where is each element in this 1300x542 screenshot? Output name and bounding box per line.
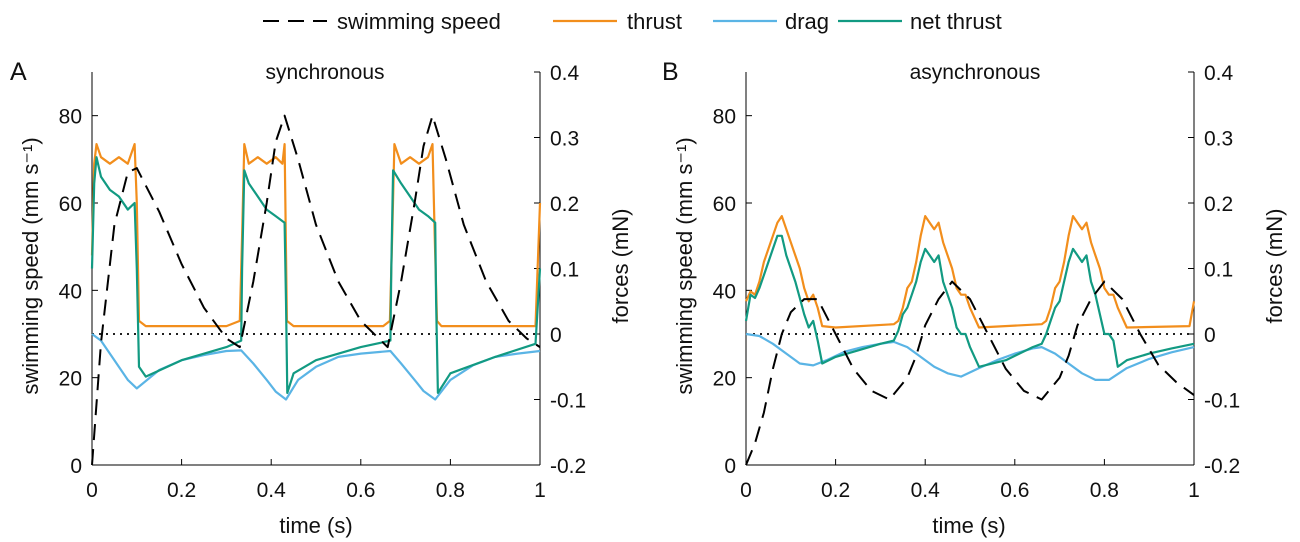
panel-title: asynchronous: [910, 61, 1041, 84]
y-tick-label-left: 60: [713, 193, 736, 216]
x-tick-label: 0.2: [821, 479, 850, 502]
x-tick-label: 1: [1188, 479, 1200, 502]
y-tick-label-right: -0.1: [1204, 390, 1240, 413]
y-tick-label-right: 0: [550, 324, 562, 347]
panel-letter: B: [662, 58, 679, 86]
y-axis-label-right: forces (mN): [608, 209, 633, 324]
panel-letter: A: [10, 58, 27, 86]
y-tick-label-right: 0.4: [1204, 62, 1234, 85]
y-tick-label-right: 0.2: [550, 193, 579, 216]
x-tick-label: 0: [740, 479, 752, 502]
y-tick-label-right: 0: [1204, 324, 1216, 347]
series-line-thrust: [744, 215, 1196, 329]
y-tick-label-left: 20: [713, 368, 736, 391]
series-line-swimming-speed: [91, 114, 541, 466]
y-tick-label-left: 0: [724, 455, 736, 478]
series-line-drag: [745, 332, 1195, 381]
x-axis-label: time (s): [279, 513, 352, 538]
y-tick-label-left: 60: [59, 193, 82, 216]
y-tick-label-left: 40: [59, 280, 82, 303]
y-tick-label-left: 80: [713, 106, 736, 129]
panel-asynchronous: B asynchronous time (s) swimming speed (…: [662, 58, 1287, 538]
x-tick-label: 0.8: [436, 479, 465, 502]
legend-label-thrust: thrust: [627, 9, 682, 34]
x-tick-label: 0.2: [167, 479, 196, 502]
y-tick-label-left: 40: [713, 280, 736, 303]
y-tick-label-left: 80: [59, 106, 82, 129]
series-line-thrust: [90, 143, 542, 328]
series-line-drag: [91, 333, 541, 401]
plot-area: 0 0.2 0.4 0.6 0.8 1 0 20 40 60 80 -0.2 -0.1 0 0.1 0.2 0.…: [713, 62, 1241, 502]
x-tick-label: 1: [534, 479, 546, 502]
y-tick-label-right: -0.2: [550, 455, 586, 478]
legend-label-speed: swimming speed: [337, 9, 501, 34]
y-axis-label-left: swimming speed (mm s⁻¹): [18, 137, 43, 394]
y-tick-label-right: -0.2: [1204, 455, 1240, 478]
y-axis-label-left: swimming speed (mm s⁻¹): [672, 137, 697, 394]
y-tick-label-right: -0.1: [550, 390, 586, 413]
series-line-net-thrust: [90, 156, 542, 394]
x-tick-label: 0.8: [1090, 479, 1119, 502]
y-tick-label-right: 0.2: [1204, 193, 1233, 216]
x-tick-label: 0.4: [911, 479, 941, 502]
y-tick-label-left: 20: [59, 368, 82, 391]
y-tick-label-right: 0.3: [1204, 128, 1233, 151]
panel-synchronous: A synchronous time (s) swimming speed (m…: [10, 58, 633, 538]
series-line-net-thrust: [744, 234, 1195, 368]
y-axis-label-right: forces (mN): [1262, 209, 1287, 324]
y-tick-label-right: 0.1: [550, 259, 579, 282]
legend-label-drag: drag: [785, 9, 829, 34]
x-tick-label: 0.6: [1000, 479, 1029, 502]
legend: swimming speed thrust drag net thrust: [263, 9, 1002, 34]
plot-area: 0 0.2 0.4 0.6 0.8 1 0 20 40 60 80 -0.2 -0.1 0 0.1 0.2 0.…: [59, 62, 587, 502]
x-tick-label: 0.6: [346, 479, 375, 502]
y-tick-label-left: 0: [70, 455, 82, 478]
legend-label-net: net thrust: [910, 9, 1002, 34]
y-tick-label-right: 0.3: [550, 128, 579, 151]
y-tick-label-right: 0.4: [550, 62, 580, 85]
x-axis-label: time (s): [932, 513, 1005, 538]
series-line-swimming-speed: [745, 280, 1195, 466]
y-tick-label-right: 0.1: [1204, 259, 1233, 282]
x-tick-label: 0.4: [257, 479, 287, 502]
panel-title: synchronous: [265, 61, 384, 84]
x-tick-label: 0: [86, 479, 98, 502]
